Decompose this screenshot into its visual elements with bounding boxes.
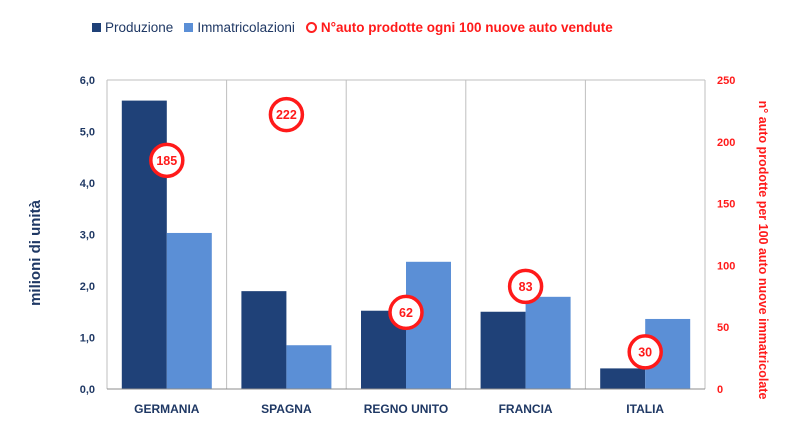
y-tick-label: 4,0 bbox=[80, 178, 95, 190]
legend-item-immatricolazioni: Immatricolazioni bbox=[184, 20, 295, 35]
y2-tick-label: 200 bbox=[717, 137, 735, 149]
bar-immatricolazioni bbox=[525, 296, 571, 389]
ratio-label: 222 bbox=[276, 108, 297, 122]
y-tick-label: 6,0 bbox=[80, 75, 95, 87]
ratio-marker bbox=[507, 268, 544, 305]
y2-tick-label: 250 bbox=[717, 75, 735, 87]
legend-swatch-produzione bbox=[92, 22, 101, 32]
ratio-label: 30 bbox=[638, 345, 652, 359]
ratio-label: 185 bbox=[156, 154, 177, 168]
x-tick-label: GERMANIA bbox=[134, 402, 200, 416]
x-tick-label: REGNO UNITO bbox=[364, 402, 448, 416]
y-tick-label: 0,0 bbox=[80, 384, 95, 396]
ratio-marker bbox=[627, 334, 663, 370]
legend-swatch-immatricolazioni bbox=[184, 22, 194, 32]
y2-tick-label: 150 bbox=[717, 199, 735, 211]
x-tick-label: SPAGNA bbox=[261, 402, 312, 416]
ratio-label: 83 bbox=[519, 280, 533, 294]
legend-label-ratio: N°auto prodotte ogni 100 nuove auto vend… bbox=[320, 19, 613, 35]
bar-produzione bbox=[600, 368, 646, 389]
y-tick-label: 3,0 bbox=[80, 230, 95, 242]
x-tick-label: FRANCIA bbox=[499, 402, 553, 416]
y-tick-label: 2,0 bbox=[80, 281, 95, 293]
ratio-marker bbox=[388, 294, 424, 331]
bar-produzione bbox=[121, 100, 167, 389]
legend-label-produzione: Produzione bbox=[105, 19, 174, 35]
x-tick-label: ITALIA bbox=[626, 402, 664, 416]
legend-label-immatricolazioni: Immatricolazioni bbox=[197, 19, 295, 35]
ratio-marker bbox=[149, 142, 185, 179]
legend-item-produzione: Produzione bbox=[92, 20, 173, 35]
legend: Produzione Immatricolazioni N°auto prodo… bbox=[92, 17, 624, 37]
y-tick-label: 5,0 bbox=[80, 127, 95, 139]
y-axis-title: milioni di unità bbox=[27, 199, 44, 305]
ratio-marker bbox=[268, 96, 305, 133]
legend-ring-icon bbox=[305, 21, 317, 33]
bar-produzione bbox=[241, 291, 287, 389]
bar-immatricolazioni bbox=[166, 232, 212, 389]
ratio-label: 62 bbox=[399, 306, 413, 320]
y2-tick-label: 0 bbox=[717, 384, 723, 396]
y2-tick-label: 100 bbox=[717, 260, 735, 272]
y2-tick-label: 50 bbox=[717, 322, 729, 334]
bar-immatricolazioni bbox=[286, 345, 332, 389]
y-tick-label: 1,0 bbox=[80, 333, 95, 345]
legend-item-ratio: N°auto prodotte ogni 100 nuove auto vend… bbox=[305, 19, 613, 35]
bar-produzione bbox=[480, 311, 526, 389]
y2-axis-title: n° auto prodotte per 100 auto nuove imma… bbox=[756, 101, 770, 400]
